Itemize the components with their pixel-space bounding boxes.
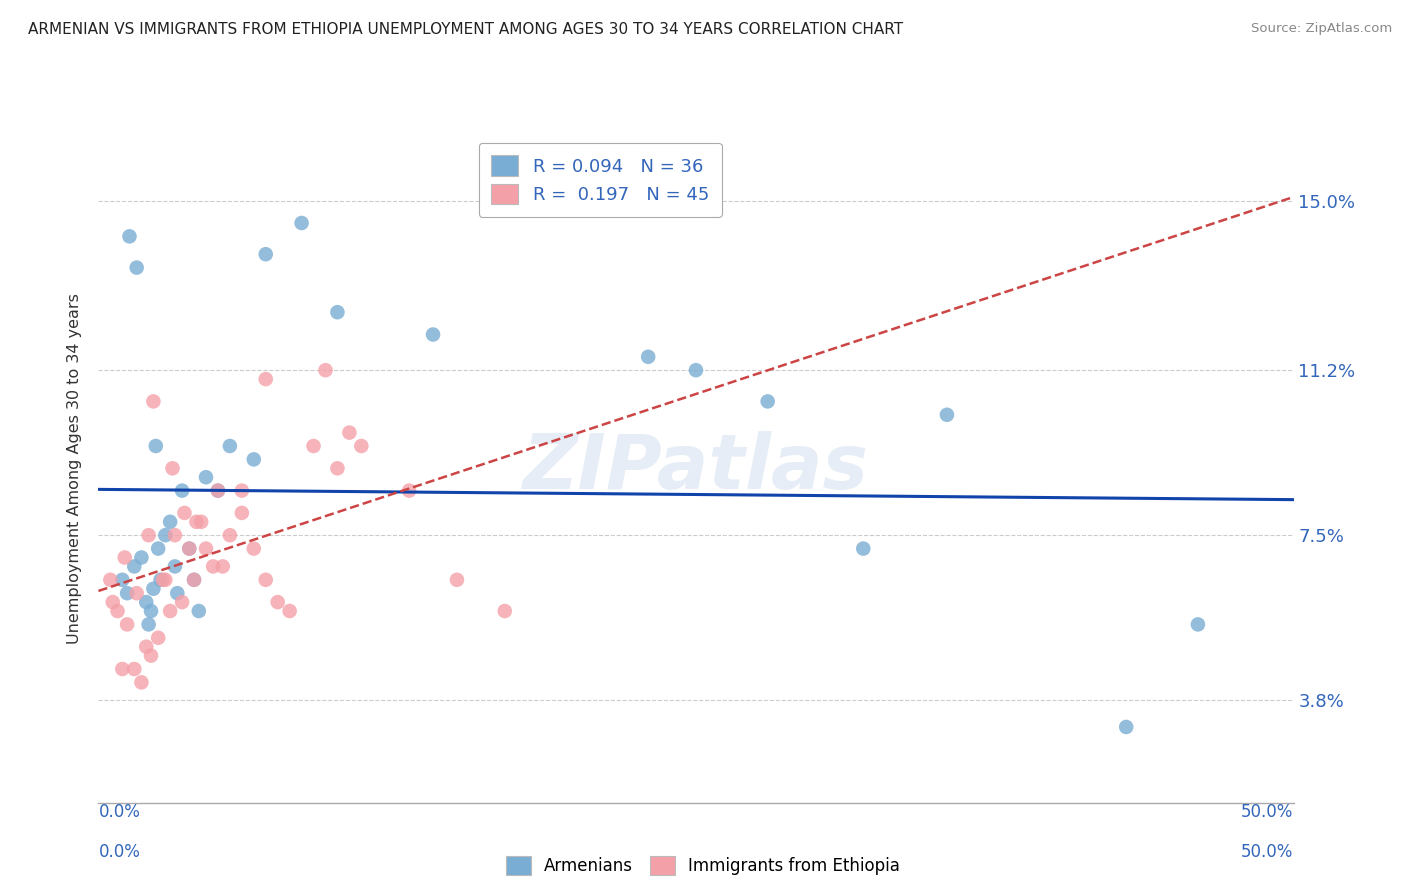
Point: [139, 604, 162, 618]
Point: [107, 604, 129, 618]
Point: [231, 483, 253, 498]
Point: [350, 439, 373, 453]
Point: [494, 604, 516, 618]
Point: [135, 640, 157, 654]
Point: [159, 515, 181, 529]
Point: [422, 327, 444, 342]
Point: [115, 617, 138, 632]
Point: [135, 595, 157, 609]
Point: [142, 582, 165, 596]
Point: [163, 528, 186, 542]
Point: [98, 573, 122, 587]
Point: [302, 439, 325, 453]
Point: [131, 550, 153, 565]
Point: [202, 559, 225, 574]
Point: [339, 425, 360, 440]
Y-axis label: Unemployment Among Ages 30 to 34 years: Unemployment Among Ages 30 to 34 years: [67, 293, 83, 644]
Point: [162, 461, 184, 475]
Point: [190, 515, 212, 529]
Point: [172, 595, 194, 609]
Legend: R = 0.094   N = 36, R =  0.197   N = 45: R = 0.094 N = 36, R = 0.197 N = 45: [479, 143, 721, 217]
Point: [118, 229, 141, 244]
Point: [159, 604, 181, 618]
Point: [183, 573, 205, 587]
Point: [145, 439, 167, 453]
Point: [152, 573, 174, 587]
Point: [186, 515, 208, 529]
Point: [637, 350, 659, 364]
Point: [254, 372, 277, 386]
Point: [231, 506, 253, 520]
Point: [254, 247, 277, 261]
Point: [278, 604, 301, 618]
Point: [756, 394, 779, 409]
Point: [267, 595, 290, 609]
Point: [125, 586, 148, 600]
Point: [243, 541, 266, 556]
Point: [211, 559, 233, 574]
Point: [115, 586, 138, 600]
Point: [155, 528, 177, 542]
Point: [125, 260, 148, 275]
Point: [194, 541, 218, 556]
Point: [155, 573, 177, 587]
Text: Source: ZipAtlas.com: Source: ZipAtlas.com: [1251, 22, 1392, 36]
Point: [398, 483, 420, 498]
Point: [207, 483, 229, 498]
Point: [936, 408, 959, 422]
Legend: Armenians, Immigrants from Ethiopia: Armenians, Immigrants from Ethiopia: [498, 847, 908, 884]
Point: [124, 662, 146, 676]
Point: [219, 439, 242, 453]
Point: [183, 573, 205, 587]
Point: [326, 461, 349, 475]
Point: [148, 541, 170, 556]
Point: [124, 559, 146, 574]
Point: [142, 394, 165, 409]
Point: [131, 675, 153, 690]
Point: [166, 586, 188, 600]
Point: [114, 550, 136, 565]
Point: [1115, 720, 1137, 734]
Point: [685, 363, 707, 377]
Text: 50.0%: 50.0%: [1241, 803, 1294, 821]
Point: [219, 528, 242, 542]
Point: [111, 573, 134, 587]
Point: [290, 216, 312, 230]
Point: [163, 559, 186, 574]
Point: [179, 541, 201, 556]
Text: ARMENIAN VS IMMIGRANTS FROM ETHIOPIA UNEMPLOYMENT AMONG AGES 30 TO 34 YEARS CORR: ARMENIAN VS IMMIGRANTS FROM ETHIOPIA UNE…: [28, 22, 903, 37]
Point: [138, 528, 160, 542]
Point: [194, 470, 218, 484]
Point: [207, 483, 229, 498]
Point: [254, 573, 277, 587]
Point: [446, 573, 468, 587]
Point: [243, 452, 266, 467]
Point: [138, 617, 160, 632]
Point: [179, 541, 201, 556]
Text: 50.0%: 50.0%: [1241, 843, 1294, 861]
Point: [852, 541, 875, 556]
Point: [172, 483, 194, 498]
Text: 0.0%: 0.0%: [98, 803, 141, 821]
Point: [148, 631, 170, 645]
Point: [173, 506, 195, 520]
Point: [149, 573, 172, 587]
Point: [187, 604, 209, 618]
Point: [139, 648, 162, 663]
Point: [101, 595, 124, 609]
Text: ZIPatlas: ZIPatlas: [523, 432, 869, 505]
Text: 0.0%: 0.0%: [98, 843, 141, 861]
Point: [1187, 617, 1209, 632]
Point: [315, 363, 337, 377]
Point: [326, 305, 349, 319]
Point: [111, 662, 134, 676]
